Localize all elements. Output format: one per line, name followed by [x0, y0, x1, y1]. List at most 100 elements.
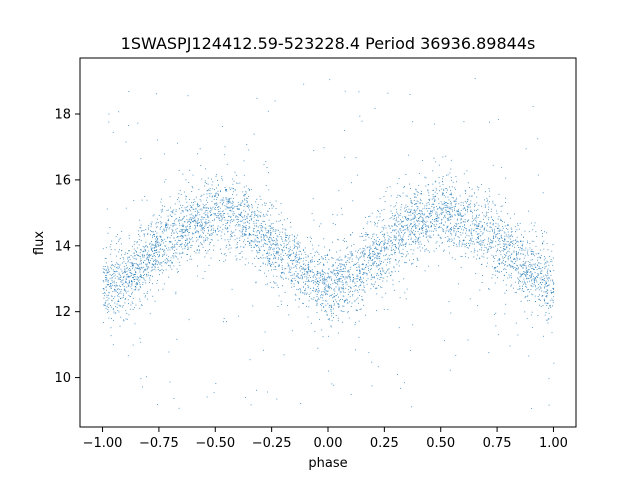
data-point [476, 241, 478, 243]
data-point [316, 271, 318, 273]
data-point [362, 253, 364, 255]
data-point [470, 239, 472, 241]
data-point [197, 153, 199, 155]
data-point [467, 199, 469, 201]
data-point [260, 199, 262, 200]
data-point [196, 230, 198, 232]
data-point [329, 276, 331, 278]
data-point [210, 207, 212, 209]
data-point [127, 303, 129, 304]
data-point [119, 237, 121, 239]
data-point [245, 185, 247, 187]
data-point [535, 267, 537, 269]
data-point [276, 284, 278, 286]
data-point [401, 225, 403, 227]
data-point [163, 238, 165, 240]
data-point [243, 241, 245, 243]
data-point [165, 227, 167, 229]
data-point [154, 250, 156, 252]
data-point [506, 265, 508, 267]
data-point [449, 213, 451, 215]
data-point [209, 210, 211, 212]
data-point [538, 289, 540, 291]
data-point [191, 244, 193, 246]
data-point [265, 213, 267, 215]
data-point [379, 276, 381, 278]
data-point [521, 267, 523, 269]
data-point [432, 194, 434, 195]
data-point [490, 239, 491, 241]
data-point [251, 250, 253, 252]
data-point [376, 258, 378, 260]
data-point [306, 272, 308, 274]
data-point [442, 180, 444, 182]
data-point [450, 228, 451, 230]
data-point [300, 268, 302, 270]
data-point [305, 264, 307, 266]
data-point [209, 234, 211, 235]
data-point [465, 202, 467, 204]
data-point [410, 209, 412, 211]
data-point [281, 273, 283, 274]
data-point [240, 213, 242, 215]
data-point [135, 304, 137, 306]
data-point [152, 295, 154, 297]
data-point [103, 271, 105, 273]
data-point [179, 244, 181, 246]
data-point [477, 189, 479, 191]
data-point [264, 227, 266, 229]
data-point [121, 283, 123, 285]
data-point [253, 220, 255, 222]
data-point [182, 210, 184, 212]
data-point [266, 232, 268, 234]
data-point [320, 295, 322, 297]
data-point [460, 213, 462, 215]
data-point [256, 245, 258, 247]
data-point [137, 276, 138, 278]
data-point [117, 289, 119, 290]
data-point [173, 223, 174, 225]
data-point [255, 201, 257, 203]
data-point [297, 243, 299, 245]
data-point [207, 215, 209, 217]
data-point [428, 225, 430, 227]
data-point [221, 219, 223, 220]
data-point [470, 230, 472, 232]
data-point [394, 224, 396, 226]
data-point [341, 321, 343, 323]
data-point [386, 242, 388, 244]
data-point [436, 189, 438, 191]
data-point [506, 241, 508, 242]
data-point [336, 259, 338, 261]
data-point [329, 79, 331, 81]
data-point [277, 257, 279, 259]
data-point [360, 278, 362, 280]
data-point [420, 215, 422, 217]
data-point [375, 257, 377, 259]
data-point [445, 188, 447, 190]
data-point [417, 208, 419, 209]
data-point [321, 256, 323, 258]
data-point [498, 193, 500, 195]
data-point [398, 223, 400, 225]
data-point [547, 278, 549, 280]
data-point [272, 223, 274, 224]
data-point [148, 255, 150, 256]
data-point [246, 144, 248, 145]
data-point [442, 176, 444, 177]
data-point [209, 189, 211, 191]
data-point [115, 285, 117, 287]
data-point [421, 228, 423, 230]
data-point [418, 223, 420, 225]
data-point [328, 287, 330, 289]
data-point [290, 272, 292, 274]
data-point [553, 296, 554, 298]
data-point [459, 241, 461, 243]
data-point [371, 276, 373, 278]
data-point [390, 274, 392, 276]
data-point [183, 225, 185, 226]
data-point [200, 200, 202, 202]
data-point [422, 225, 424, 226]
data-point [156, 239, 158, 241]
data-point [304, 270, 306, 272]
